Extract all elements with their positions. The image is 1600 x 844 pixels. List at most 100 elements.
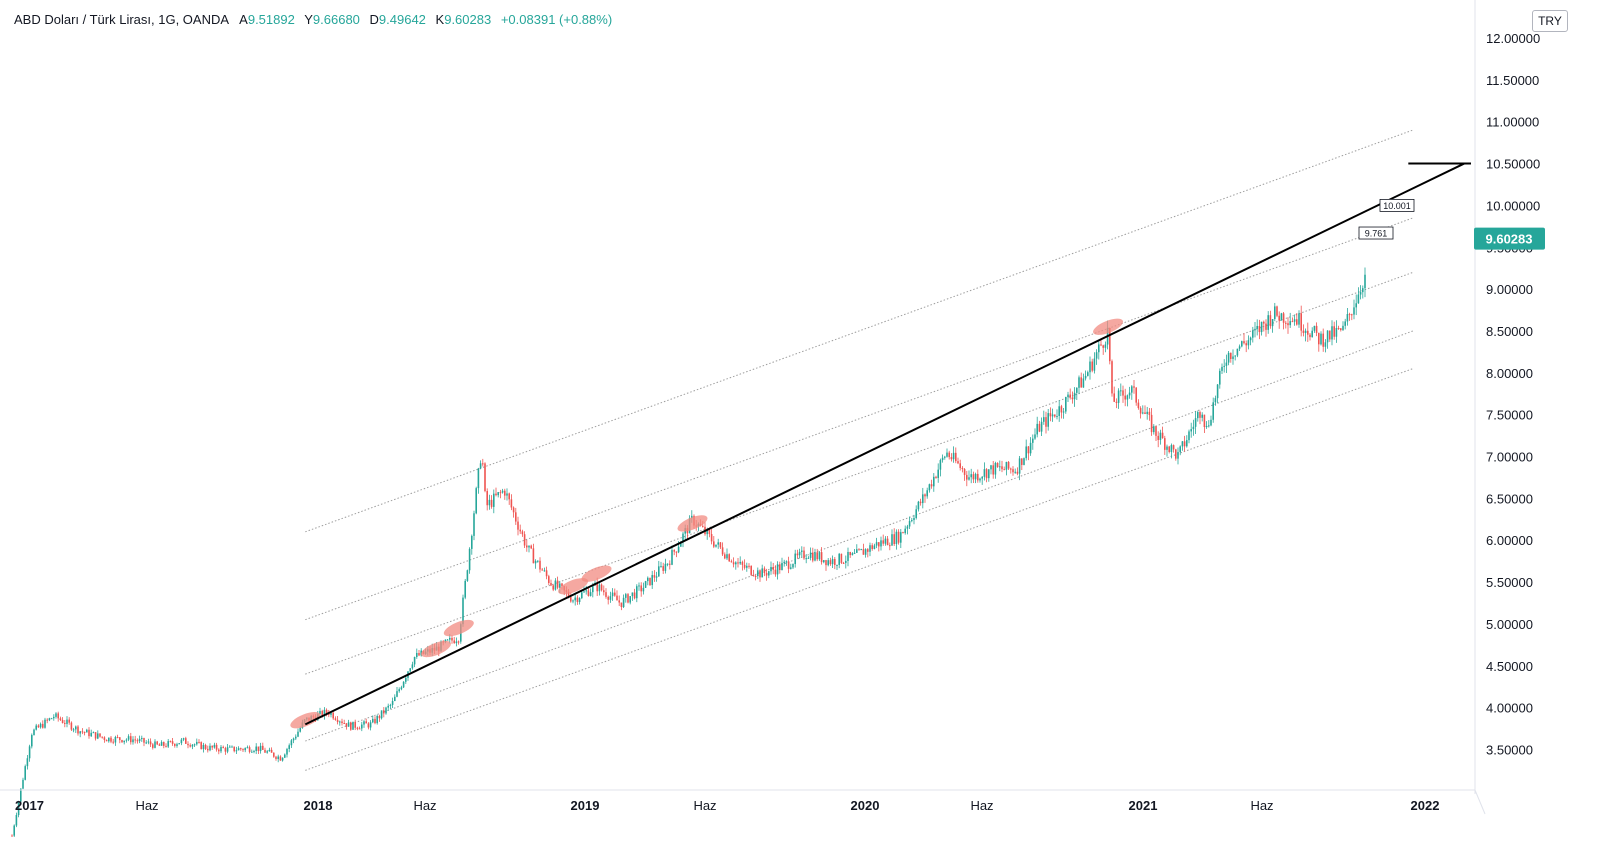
candle-body bbox=[728, 554, 730, 562]
candle-body bbox=[70, 722, 73, 730]
candle-body bbox=[900, 532, 902, 543]
channel-line bbox=[305, 330, 1414, 742]
candle-body bbox=[1205, 425, 1208, 428]
candle-body bbox=[273, 752, 275, 757]
candle-body bbox=[512, 507, 515, 513]
candle-body bbox=[526, 545, 528, 548]
candle-body bbox=[196, 741, 198, 745]
y-tick-label: 5.00000 bbox=[1486, 617, 1533, 632]
candle-body bbox=[1355, 303, 1357, 308]
candle-body bbox=[651, 575, 653, 586]
candle-body bbox=[13, 825, 15, 836]
y-tick-label: 6.00000 bbox=[1486, 533, 1533, 548]
candle-body bbox=[572, 600, 574, 602]
candle-body bbox=[264, 749, 266, 753]
candle-body bbox=[867, 549, 869, 552]
candle-body bbox=[1179, 446, 1181, 452]
candle-body bbox=[614, 592, 616, 596]
candle-body bbox=[482, 463, 484, 465]
candle-body bbox=[193, 744, 196, 746]
candle-body bbox=[462, 597, 464, 625]
candle-body bbox=[816, 552, 818, 560]
candle-body bbox=[28, 746, 31, 759]
candle-body bbox=[1357, 294, 1360, 304]
candle-body bbox=[457, 641, 460, 643]
candle-body bbox=[1146, 411, 1148, 415]
candle-body bbox=[189, 745, 191, 747]
time-axis[interactable]: 2017 Haz 2018 Haz 2019 Haz 2020 Haz 2021 Haz 2022 bbox=[0, 789, 1486, 815]
candle-body bbox=[1315, 325, 1318, 333]
candle-body bbox=[398, 689, 400, 692]
candle-body bbox=[99, 733, 101, 737]
candle-body bbox=[1243, 341, 1245, 344]
candle-body bbox=[1120, 390, 1122, 392]
candle-body bbox=[1309, 334, 1311, 338]
candle-body bbox=[664, 563, 667, 571]
trend-lines[interactable] bbox=[304, 162, 1471, 726]
candle-body bbox=[515, 512, 517, 522]
candle-body bbox=[1322, 333, 1324, 347]
candle-body bbox=[446, 639, 449, 641]
candle-body bbox=[387, 705, 389, 708]
candle-body bbox=[713, 541, 715, 547]
chart-labels: 10.001 9.761 9.60283 bbox=[1358, 198, 1545, 250]
candle-body bbox=[999, 466, 1001, 468]
currency-button[interactable]: TRY bbox=[1532, 10, 1568, 32]
candle-body bbox=[937, 469, 939, 478]
candle-body bbox=[807, 557, 810, 559]
candle-body bbox=[1036, 423, 1038, 435]
candle-body bbox=[917, 501, 920, 510]
candle-body bbox=[1051, 414, 1054, 417]
candle-body bbox=[840, 553, 843, 563]
candle-body bbox=[103, 737, 106, 740]
candle-body bbox=[1329, 330, 1331, 340]
candle-body bbox=[235, 750, 238, 752]
candle-body bbox=[488, 499, 491, 506]
candle-body bbox=[743, 564, 746, 568]
candle-body bbox=[1340, 328, 1342, 330]
x-tick-label: 2019 bbox=[571, 798, 600, 813]
candle-body bbox=[660, 566, 662, 568]
candle-body bbox=[42, 723, 44, 728]
candle-body bbox=[477, 468, 480, 489]
candle-body bbox=[944, 456, 946, 458]
candle-body bbox=[785, 561, 788, 563]
candle-body bbox=[275, 756, 277, 759]
candle-body bbox=[781, 562, 783, 571]
candle-body bbox=[1190, 429, 1192, 432]
candle-body bbox=[391, 701, 394, 705]
y-tick-label: 4.00000 bbox=[1486, 701, 1533, 716]
candle-body bbox=[768, 571, 770, 576]
y-tick-label: 7.50000 bbox=[1486, 408, 1533, 423]
candle-body bbox=[1150, 414, 1153, 433]
candle-body bbox=[20, 788, 22, 802]
candle-body bbox=[702, 525, 704, 527]
price-axis[interactable]: 12.00000 11.50000 11.00000 10.50000 10.00000… bbox=[1474, 0, 1540, 794]
candle-body bbox=[1351, 314, 1353, 316]
candle-body bbox=[35, 725, 37, 730]
candle-body bbox=[358, 728, 361, 730]
candle-body bbox=[935, 476, 937, 478]
candle-body bbox=[1311, 330, 1313, 338]
candle-body bbox=[974, 473, 977, 480]
candle-body bbox=[224, 748, 227, 752]
candle-body bbox=[1344, 321, 1346, 326]
candle-body bbox=[1034, 434, 1036, 439]
y-tick-label: 5.50000 bbox=[1486, 575, 1533, 590]
candle-body bbox=[68, 719, 70, 723]
channel-line bbox=[305, 271, 1414, 675]
candle-body bbox=[380, 710, 383, 719]
change-value: +0.08391 (+0.88%) bbox=[500, 12, 613, 27]
candle-body bbox=[451, 637, 453, 641]
candle-body bbox=[860, 549, 862, 551]
candle-body bbox=[1102, 345, 1104, 348]
candle-body bbox=[466, 570, 469, 581]
candle-body bbox=[1172, 445, 1175, 450]
candle-body bbox=[972, 474, 975, 480]
candle-body bbox=[1241, 341, 1243, 347]
candle-body bbox=[559, 583, 561, 588]
candle-body bbox=[374, 718, 376, 724]
candle-body bbox=[1177, 451, 1179, 459]
candle-body bbox=[750, 565, 752, 575]
